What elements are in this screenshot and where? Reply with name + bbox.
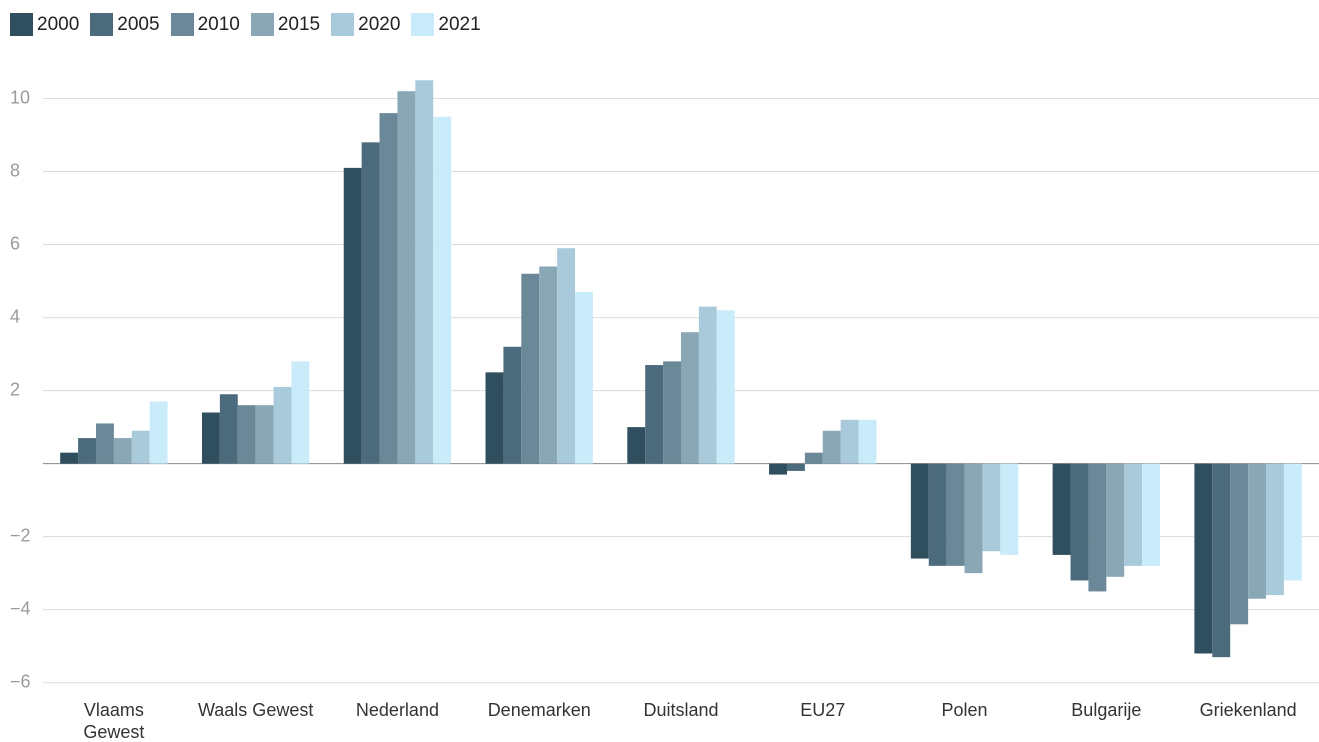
- bar: [237, 405, 256, 464]
- bar: [1212, 463, 1231, 658]
- y-tick-label: 10: [10, 87, 30, 107]
- bar: [982, 463, 1001, 552]
- y-tick-label: 6: [10, 233, 20, 253]
- bar: [78, 438, 96, 464]
- bar: [1106, 463, 1125, 577]
- bar: [858, 419, 877, 464]
- bar: [645, 365, 664, 464]
- bar: [1142, 463, 1161, 566]
- legend-label: 2005: [117, 13, 160, 35]
- y-tick-label: −6: [10, 671, 31, 691]
- y-tick-label: 8: [10, 160, 20, 180]
- legend-label: 2015: [277, 13, 321, 35]
- legend-label: 2000: [37, 13, 80, 35]
- bar: [255, 405, 274, 464]
- bar: [1124, 463, 1143, 566]
- bar: [1283, 463, 1302, 581]
- bar: [131, 430, 150, 464]
- bar: [343, 167, 362, 464]
- bar: [1088, 463, 1107, 592]
- x-tick-label: Vlaams Gewest: [83, 700, 145, 742]
- x-tick-label: Duitsland: [643, 700, 719, 720]
- x-tick-label: Waals Gewest: [197, 700, 314, 720]
- bar: [946, 463, 965, 566]
- bar: [804, 452, 823, 464]
- bar: [521, 273, 540, 464]
- bar: [60, 452, 79, 464]
- x-tick-label: Nederland: [355, 700, 439, 720]
- x-tick-label: Griekenland: [1199, 700, 1297, 720]
- y-tick-label: −2: [10, 525, 31, 545]
- legend-swatch: [331, 13, 355, 36]
- bar: [149, 401, 168, 464]
- legend-swatch: [90, 13, 114, 36]
- bar: [1070, 463, 1089, 581]
- legend-label: 2010: [197, 13, 240, 35]
- bar: [379, 113, 398, 464]
- x-tick-label: Bulgarije: [1071, 700, 1142, 720]
- legend: 2000 2005 2010 2015 2020 2021: [10, 13, 481, 36]
- bar: [95, 423, 114, 464]
- bar: [1194, 463, 1213, 654]
- legend-swatch: [250, 13, 274, 36]
- bar: [1266, 463, 1284, 596]
- bar: [1052, 463, 1071, 555]
- x-tick-label: Polen: [941, 700, 988, 720]
- bar: [786, 463, 805, 471]
- bar: [291, 361, 310, 464]
- bar: [822, 430, 841, 464]
- bar: [1248, 463, 1267, 599]
- legend-item: 2005: [90, 13, 160, 36]
- legend-item: 2020: [331, 13, 400, 36]
- y-tick-label: 4: [10, 306, 20, 326]
- bar: [928, 463, 947, 566]
- legend-item: 2021: [411, 13, 481, 36]
- bar: [113, 438, 132, 464]
- bar: [397, 91, 416, 464]
- bar: [539, 266, 558, 464]
- bar: [575, 292, 593, 464]
- y-tick-label: 2: [10, 379, 20, 399]
- bar: [1230, 463, 1249, 625]
- bar: [557, 248, 576, 464]
- bar: [698, 306, 717, 464]
- legend-swatch: [411, 13, 435, 36]
- legend-swatch: [170, 13, 194, 36]
- bar: [415, 80, 434, 464]
- legend-item: 2015: [250, 13, 321, 36]
- y-tick-label: −4: [10, 598, 31, 618]
- bar: [1000, 463, 1019, 555]
- legend-item: 2010: [170, 13, 240, 36]
- bar: [627, 427, 646, 464]
- bar: [769, 463, 787, 475]
- bar: [716, 310, 735, 464]
- legend-swatch: [10, 13, 33, 36]
- x-tick-label: EU27: [800, 700, 846, 720]
- bar: [485, 372, 504, 464]
- bar: [840, 419, 859, 464]
- bar: [273, 386, 292, 464]
- bar: [910, 463, 929, 559]
- legend-label: 2021: [438, 13, 481, 35]
- legend-item: 2000: [10, 13, 79, 36]
- x-tick-label: Denemarken: [487, 700, 591, 720]
- bar: [503, 346, 522, 464]
- bar: [433, 116, 452, 464]
- bar: [663, 361, 681, 464]
- bar: [201, 412, 220, 464]
- bar: [681, 332, 699, 464]
- bar: [219, 394, 238, 464]
- bar: [361, 142, 380, 464]
- bar: [964, 463, 983, 574]
- legend-label: 2020: [358, 13, 401, 35]
